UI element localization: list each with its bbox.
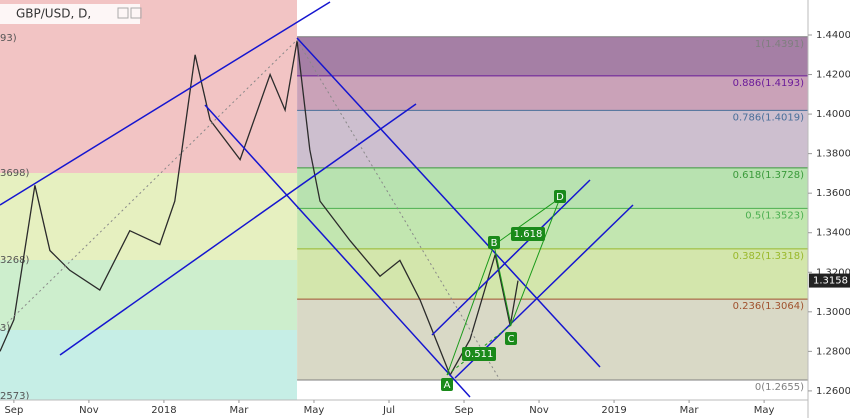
pattern-label: C bbox=[508, 334, 515, 345]
left-zone bbox=[0, 260, 297, 330]
y-tick-label: 1.3200 bbox=[816, 267, 850, 278]
ratio-badge bbox=[511, 227, 545, 241]
left-fib-label: 2573) bbox=[0, 391, 29, 402]
x-tick-label: Mar bbox=[680, 405, 700, 416]
fib-label: 0.382(1.3318) bbox=[733, 251, 805, 262]
y-tick-label: 1.3600 bbox=[816, 188, 850, 199]
price-line bbox=[0, 40, 519, 377]
fib-label: 0.786(1.4019) bbox=[733, 112, 805, 123]
icon[interactable] bbox=[130, 7, 142, 19]
toolbar: GBP/USD, D, bbox=[0, 4, 142, 24]
fib-zone bbox=[297, 75, 808, 111]
pattern-line bbox=[446, 324, 512, 376]
x-axis-panel bbox=[0, 400, 850, 418]
pattern-label: D bbox=[556, 192, 564, 203]
ratio-label: 0.511 bbox=[465, 349, 494, 360]
x-tick-label: Sep bbox=[455, 405, 474, 416]
left-fib-label: 3698) bbox=[0, 168, 29, 179]
fib-label: 0.618(1.3728) bbox=[733, 170, 805, 181]
channel-line bbox=[431, 179, 591, 336]
icon[interactable] bbox=[117, 7, 129, 19]
toolbar-bg bbox=[0, 4, 140, 24]
fib-zone bbox=[297, 299, 808, 381]
fib-label: 0.236(1.3064) bbox=[733, 301, 805, 312]
fib-zone bbox=[297, 110, 808, 168]
x-tick-label: Jul bbox=[382, 405, 395, 416]
y-tick-label: 1.4400 bbox=[816, 30, 850, 41]
fib-zone bbox=[297, 208, 808, 249]
channel-line bbox=[296, 37, 601, 368]
left-fib-label: 3) bbox=[0, 323, 10, 334]
fib-zone bbox=[297, 36, 808, 76]
fib-label: 0.5(1.3523) bbox=[745, 210, 804, 221]
ratio-badge bbox=[462, 347, 496, 361]
y-tick-label: 1.3000 bbox=[816, 307, 850, 318]
price-tag-label: 1.3158 bbox=[813, 276, 848, 287]
channel-line bbox=[59, 103, 417, 356]
pattern-badge bbox=[441, 378, 453, 391]
ratio-label: 1.618 bbox=[514, 229, 543, 240]
y-tick-label: 1.4000 bbox=[816, 109, 850, 120]
x-tick-label: Sep bbox=[4, 405, 23, 416]
y-axis-panel bbox=[808, 0, 850, 418]
left-fib-label: 3268) bbox=[0, 255, 29, 266]
left-zone bbox=[0, 173, 297, 260]
y-tick-label: 1.2600 bbox=[816, 386, 850, 397]
x-tick-label: 2018 bbox=[151, 405, 176, 416]
pattern-label: A bbox=[444, 380, 451, 391]
y-tick-label: 1.2800 bbox=[816, 346, 850, 357]
x-tick-label: Nov bbox=[529, 405, 549, 416]
channel-line bbox=[0, 1, 331, 206]
fib-label: 1(1.4391) bbox=[755, 39, 804, 50]
x-tick-label: 2019 bbox=[601, 405, 626, 416]
trend-line bbox=[296, 39, 501, 381]
left-fib-label: 93) bbox=[0, 33, 17, 44]
chart-title: GBP/USD, D, bbox=[16, 7, 91, 21]
y-tick-label: 1.3800 bbox=[816, 149, 850, 160]
drawings: A B C D 1.618 0.511 bbox=[0, 1, 634, 398]
y-tick-label: 1.4200 bbox=[816, 70, 850, 81]
left-zone bbox=[0, 0, 297, 173]
pattern-line bbox=[446, 196, 562, 376]
fib-zone bbox=[297, 167, 808, 209]
pattern-label: B bbox=[491, 238, 498, 249]
pattern-badge bbox=[505, 332, 517, 345]
x-tick-label: May bbox=[304, 405, 325, 416]
channel-line bbox=[204, 104, 471, 398]
left-zone bbox=[0, 330, 297, 400]
x-tick-label: Nov bbox=[79, 405, 99, 416]
fib-group: 1(1.4391) 0.886(1.4193) 0.786(1.4019) 0.618… bbox=[0, 33, 808, 402]
price-tag bbox=[809, 273, 850, 288]
trend-line bbox=[0, 39, 298, 331]
y-tick-label: 1.3400 bbox=[816, 228, 850, 239]
fib-label: 0(1.2655) bbox=[755, 382, 804, 393]
x-tick-label: Mar bbox=[230, 405, 250, 416]
pattern-badge bbox=[554, 190, 566, 203]
x-tick-label: May bbox=[754, 405, 775, 416]
fib-label: 0.886(1.4193) bbox=[733, 78, 805, 89]
pattern-badge bbox=[488, 236, 500, 249]
